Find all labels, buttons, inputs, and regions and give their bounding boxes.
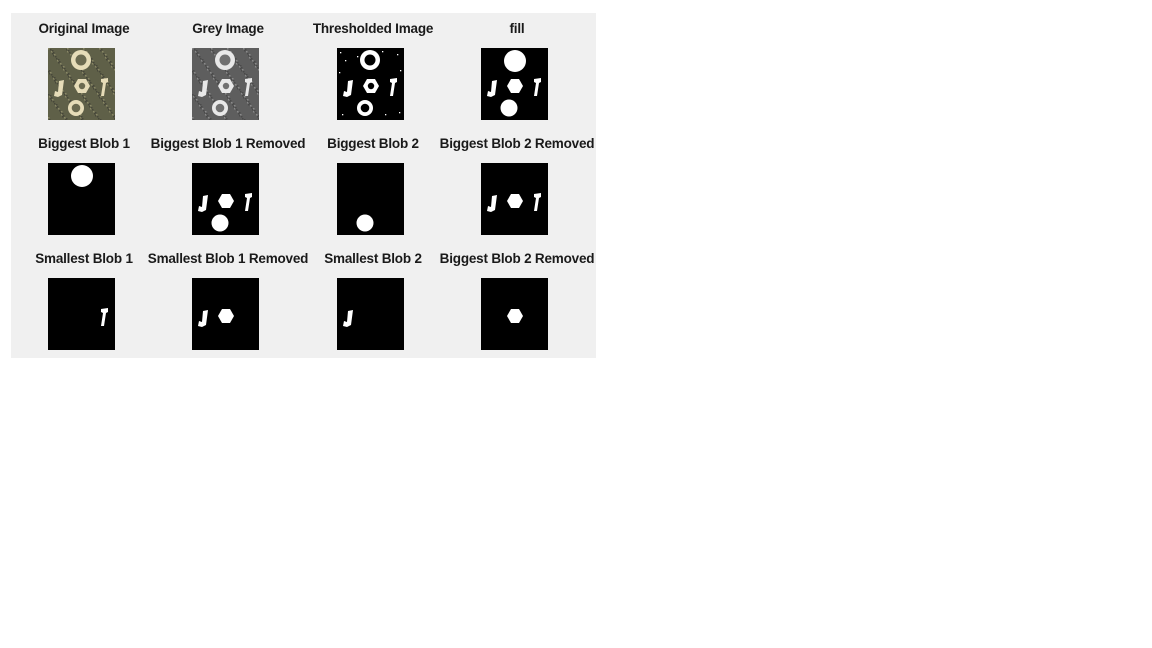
screw-blob xyxy=(534,193,541,211)
disc-top-blob xyxy=(71,165,93,187)
subplot-image xyxy=(48,278,115,350)
subplot-image xyxy=(337,48,404,120)
subplot-image-canvas xyxy=(337,163,404,235)
bolt-blob xyxy=(343,80,353,97)
screw-blob xyxy=(245,193,252,211)
subplot-title: Biggest Blob 1 xyxy=(38,136,130,151)
hex-nut-filled-blob xyxy=(507,79,523,93)
subplot-image-canvas xyxy=(337,48,404,120)
hex-nut-blob xyxy=(74,79,90,93)
subplot-image xyxy=(337,278,404,350)
hex-nut-filled-blob xyxy=(218,194,234,208)
subplot-title: Biggest Blob 2 xyxy=(327,136,419,151)
bolt-blob xyxy=(198,80,208,97)
ring-top-blob xyxy=(71,50,91,70)
subplot-image xyxy=(481,163,548,235)
subplot-image-canvas xyxy=(481,278,548,350)
subplot-image-canvas xyxy=(48,278,115,350)
disc-bottom-blob xyxy=(211,214,229,232)
hex-nut-blob xyxy=(363,79,379,93)
subplot-title: fill xyxy=(509,21,525,36)
subplot-image xyxy=(48,163,115,235)
subplot-image-canvas xyxy=(192,278,259,350)
hex-nut-filled-blob xyxy=(507,309,523,323)
disc-bottom-blob xyxy=(500,99,518,117)
ring-bottom-blob xyxy=(212,100,228,116)
subplot-image xyxy=(192,48,259,120)
ring-top-blob xyxy=(215,50,235,70)
bolt-blob xyxy=(198,195,208,212)
disc-bottom-blob xyxy=(356,214,374,232)
disc-top-blob xyxy=(504,50,526,72)
figure-window: Original Image Grey Image Thresholded Imag… xyxy=(11,13,596,358)
screw-blob xyxy=(245,78,252,96)
subplot-title: Smallest Blob 1 Removed xyxy=(147,251,309,266)
subplot-image xyxy=(481,48,548,120)
ring-bottom-blob xyxy=(357,100,373,116)
subplot-title: Grey Image xyxy=(192,21,264,36)
bolt-blob xyxy=(198,310,208,327)
bolt-blob xyxy=(54,80,64,97)
bolt-blob xyxy=(487,80,497,97)
ring-top-blob xyxy=(360,50,380,70)
subplot-title: Biggest Blob 2 Removed xyxy=(439,251,595,266)
subplot-title: Smallest Blob 2 xyxy=(324,251,422,266)
subplot-image-canvas xyxy=(481,48,548,120)
subplot-image xyxy=(337,163,404,235)
screw-blob xyxy=(534,78,541,96)
screw-blob xyxy=(390,78,397,96)
subplot-image-canvas xyxy=(192,48,259,120)
hex-nut-filled-blob xyxy=(218,309,234,323)
subplot-image-canvas xyxy=(48,163,115,235)
subplot-title: Smallest Blob 1 xyxy=(35,251,133,266)
subplot-image xyxy=(481,278,548,350)
subplot-image xyxy=(192,163,259,235)
ring-bottom-blob xyxy=(68,100,84,116)
subplot-title: Thresholded Image xyxy=(312,21,434,36)
subplot-image xyxy=(48,48,115,120)
subplot-title: Biggest Blob 2 Removed xyxy=(439,136,595,151)
bolt-blob xyxy=(343,310,353,327)
subplot-image-canvas xyxy=(48,48,115,120)
bolt-blob xyxy=(487,195,497,212)
subplot-image-canvas xyxy=(337,278,404,350)
hex-nut-blob xyxy=(218,79,234,93)
subplot-image xyxy=(192,278,259,350)
hex-nut-filled-blob xyxy=(507,194,523,208)
subplot-image-canvas xyxy=(192,163,259,235)
subplot-image-canvas xyxy=(481,163,548,235)
subplot-title: Biggest Blob 1 Removed xyxy=(150,136,306,151)
screw-blob xyxy=(101,78,108,96)
subplot-title: Original Image xyxy=(38,21,130,36)
screw-blob xyxy=(101,308,108,326)
